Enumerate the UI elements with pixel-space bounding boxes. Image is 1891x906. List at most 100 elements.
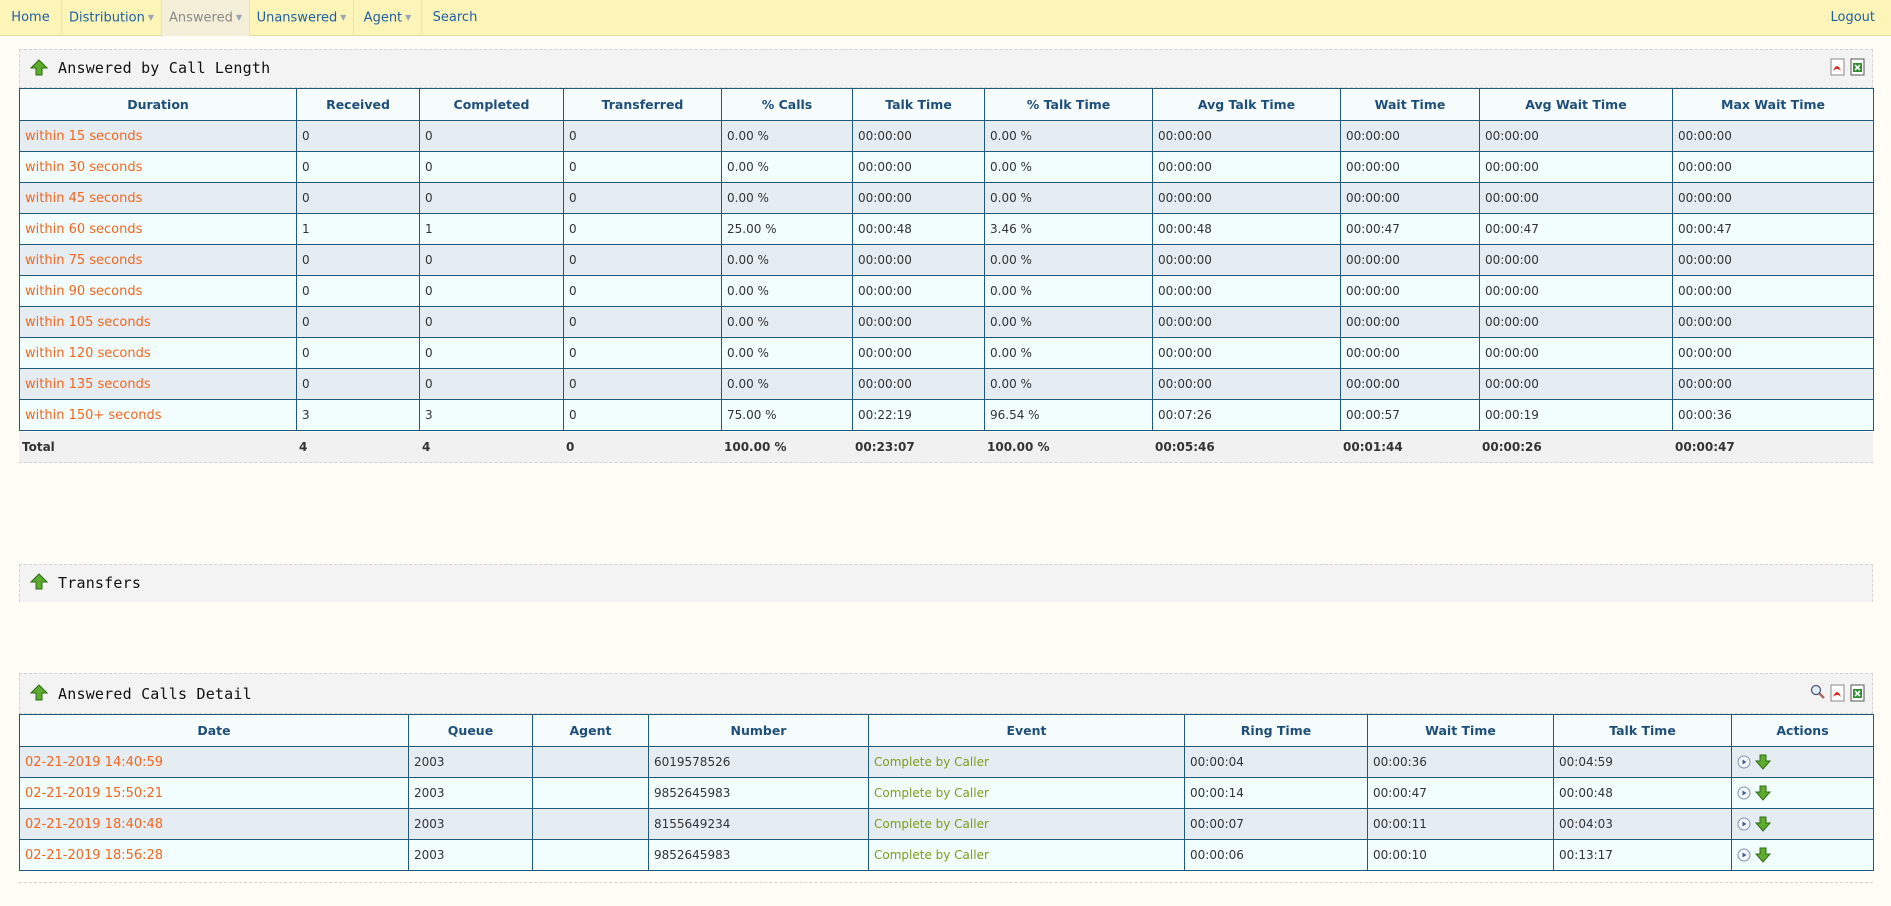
table-cell: 00:00:00 xyxy=(1152,244,1341,276)
totals-row: Total 4 4 0 100.00 % 00:23:07 100.00 % 0… xyxy=(19,432,1873,463)
nav-home[interactable]: Home xyxy=(0,0,62,36)
table-cell: 00:00:19 xyxy=(1479,399,1673,431)
table-cell: 00:00:00 xyxy=(1672,182,1874,214)
duration-link[interactable]: within 150+ seconds xyxy=(19,399,297,431)
column-header[interactable]: Event xyxy=(868,714,1185,747)
table-cell: 0 xyxy=(296,275,420,307)
table-cell: 0.00 % xyxy=(721,306,853,338)
download-icon[interactable] xyxy=(1754,785,1772,801)
duration-link[interactable]: within 120 seconds xyxy=(19,337,297,369)
table-cell: 00:00:00 xyxy=(852,275,985,307)
column-header[interactable]: Avg Talk Time xyxy=(1152,88,1341,121)
column-header[interactable]: Received xyxy=(296,88,420,121)
column-header[interactable]: Actions xyxy=(1731,714,1874,747)
nav-answered[interactable]: Answered ▼ xyxy=(162,0,250,36)
call-date-link[interactable]: 02-21-2019 14:40:59 xyxy=(19,746,409,778)
table-cell xyxy=(532,777,649,809)
call-length-table: Duration Received Completed Transferred … xyxy=(19,88,1874,431)
table-row: 02-21-2019 15:50:21 2003 9852645983 Complet… xyxy=(19,777,1874,809)
play-icon[interactable] xyxy=(1737,755,1751,769)
duration-link[interactable]: within 90 seconds xyxy=(19,275,297,307)
duration-link[interactable]: within 30 seconds xyxy=(19,151,297,183)
table-header-row: Date Queue Agent Number Event Ring Time … xyxy=(19,714,1874,747)
table-cell: 00:00:00 xyxy=(1340,368,1480,400)
download-icon[interactable] xyxy=(1754,847,1772,863)
duration-link[interactable]: within 60 seconds xyxy=(19,213,297,245)
table-cell: 00:00:00 xyxy=(1672,306,1874,338)
table-cell: 00:00:00 xyxy=(1152,306,1341,338)
column-header[interactable]: Wait Time xyxy=(1367,714,1554,747)
table-cell: 00:13:17 xyxy=(1553,839,1732,871)
table-cell: 00:00:48 xyxy=(1553,777,1732,809)
table-cell: 0.00 % xyxy=(984,368,1153,400)
totals-cell: 00:23:07 xyxy=(855,440,915,454)
duration-link[interactable]: within 15 seconds xyxy=(19,120,297,152)
calls-detail-table: Date Queue Agent Number Event Ring Time … xyxy=(19,714,1874,871)
table-cell: 0 xyxy=(296,151,420,183)
duration-link[interactable]: within 45 seconds xyxy=(19,182,297,214)
table-cell: 00:00:00 xyxy=(1479,337,1673,369)
pdf-export-icon[interactable] xyxy=(1830,58,1846,76)
table-cell: 00:00:11 xyxy=(1367,808,1554,840)
excel-export-icon[interactable] xyxy=(1850,58,1866,76)
column-header[interactable]: Transferred xyxy=(563,88,722,121)
actions-cell xyxy=(1731,839,1874,871)
column-header[interactable]: Date xyxy=(19,714,409,747)
pdf-export-icon[interactable] xyxy=(1830,684,1846,702)
table-cell: 1 xyxy=(296,213,420,245)
column-header[interactable]: % Talk Time xyxy=(984,88,1153,121)
download-icon[interactable] xyxy=(1754,754,1772,770)
table-cell: 0 xyxy=(419,244,564,276)
table-cell xyxy=(532,808,649,840)
call-date-link[interactable]: 02-21-2019 18:40:48 xyxy=(19,808,409,840)
call-date-link[interactable]: 02-21-2019 15:50:21 xyxy=(19,777,409,809)
collapse-up-icon[interactable] xyxy=(30,59,48,77)
table-cell: 00:00:00 xyxy=(852,244,985,276)
nav-distribution[interactable]: Distribution ▼ xyxy=(62,0,162,36)
table-cell: 00:00:00 xyxy=(1152,151,1341,183)
column-header[interactable]: % Calls xyxy=(721,88,853,121)
collapse-up-icon[interactable] xyxy=(30,684,48,702)
column-header[interactable]: Wait Time xyxy=(1340,88,1480,121)
totals-cell: 00:00:47 xyxy=(1675,440,1735,454)
column-header[interactable]: Talk Time xyxy=(852,88,985,121)
play-icon[interactable] xyxy=(1737,848,1751,862)
table-cell: 0 xyxy=(296,337,420,369)
column-header[interactable]: Agent xyxy=(532,714,649,747)
column-header[interactable]: Max Wait Time xyxy=(1672,88,1874,121)
table-cell xyxy=(532,839,649,871)
column-header[interactable]: Completed xyxy=(419,88,564,121)
nav-unanswered[interactable]: Unanswered ▼ xyxy=(250,0,354,36)
table-row: within 120 seconds 0 0 0 0.00 % 00:00:00 0.00 … xyxy=(19,337,1874,369)
column-header[interactable]: Avg Wait Time xyxy=(1479,88,1673,121)
table-cell: 00:00:00 xyxy=(1340,151,1480,183)
duration-link[interactable]: within 75 seconds xyxy=(19,244,297,276)
column-header[interactable]: Number xyxy=(648,714,869,747)
play-icon[interactable] xyxy=(1737,817,1751,831)
table-cell: 6019578526 xyxy=(648,746,869,778)
logout-link[interactable]: Logout xyxy=(1830,10,1875,25)
actions-cell xyxy=(1731,746,1874,778)
call-date-link[interactable]: 02-21-2019 18:56:28 xyxy=(19,839,409,871)
column-header[interactable]: Talk Time xyxy=(1553,714,1732,747)
nav-agent[interactable]: Agent ▼ xyxy=(354,0,422,36)
table-cell: 00:00:14 xyxy=(1184,777,1368,809)
play-icon[interactable] xyxy=(1737,786,1751,800)
nav-search[interactable]: Search xyxy=(432,10,478,25)
search-icon[interactable] xyxy=(1810,683,1826,701)
excel-export-icon[interactable] xyxy=(1850,684,1866,702)
download-icon[interactable] xyxy=(1754,816,1772,832)
column-header[interactable]: Duration xyxy=(19,88,297,121)
table-cell: 00:00:00 xyxy=(852,337,985,369)
table-cell: 00:00:00 xyxy=(1152,182,1341,214)
collapse-up-icon[interactable] xyxy=(30,573,48,591)
column-header[interactable]: Ring Time xyxy=(1184,714,1368,747)
table-cell: 00:00:00 xyxy=(1152,368,1341,400)
table-cell: 0 xyxy=(419,337,564,369)
table-cell: 0 xyxy=(296,368,420,400)
table-cell: 00:00:48 xyxy=(852,213,985,245)
duration-link[interactable]: within 105 seconds xyxy=(19,306,297,338)
column-header[interactable]: Queue xyxy=(408,714,533,747)
table-cell: 00:00:00 xyxy=(852,151,985,183)
duration-link[interactable]: within 135 seconds xyxy=(19,368,297,400)
